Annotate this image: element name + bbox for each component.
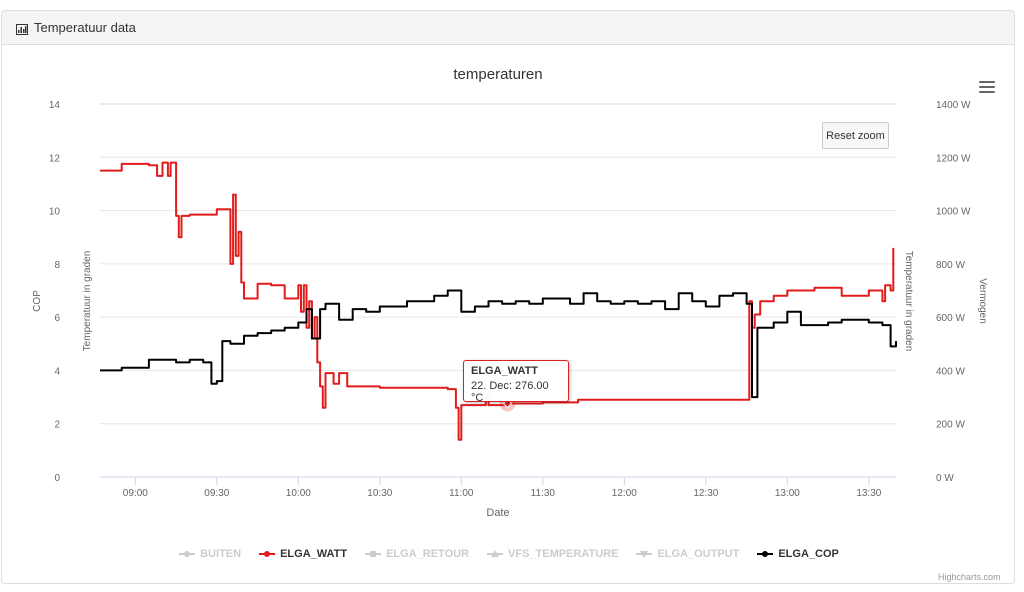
tooltip-value: 22. Dec: 276.00 °C	[471, 380, 549, 404]
y-axis-title-temp-left: Temperatuur in graden	[82, 251, 93, 352]
highcharts-credits[interactable]: Highcharts.com	[938, 572, 1001, 582]
x-tick-label: 11:00	[449, 488, 474, 499]
y-tick-label-left: 14	[49, 100, 61, 111]
x-tick-label: 10:30	[367, 488, 392, 499]
hamburger-menu-icon[interactable]	[979, 81, 995, 95]
panel-heading: Temperatuur data	[2, 11, 1014, 45]
legend-symbol-icon	[487, 549, 504, 559]
bar-chart-icon	[16, 22, 28, 35]
series-line-elga-cop	[100, 289, 897, 399]
x-tick-label: 12:00	[612, 488, 637, 499]
legend-symbol-icon	[259, 549, 276, 559]
y-tick-label-right: 600 W	[936, 313, 965, 324]
y-tick-label-right: 1200 W	[936, 153, 971, 164]
y-tick-label-left: 12	[49, 153, 61, 164]
x-tick-label: 13:30	[856, 488, 881, 499]
legend-symbol-icon	[365, 549, 382, 559]
y-tick-label-right: 1400 W	[936, 100, 971, 111]
y-tick-label-left: 6	[54, 313, 60, 324]
y-tick-label-left: 2	[54, 420, 60, 431]
y-tick-label-left: 0	[54, 473, 60, 484]
y-tick-label-left: 4	[54, 366, 60, 377]
reset-zoom-button[interactable]: Reset zoom	[822, 122, 889, 149]
legend-label: ELGA_OUTPUT	[657, 548, 740, 560]
legend-item-buiten[interactable]: BUITEN	[179, 548, 241, 560]
x-tick-label: 13:00	[775, 488, 800, 499]
y-tick-label-left: 8	[54, 260, 60, 271]
x-axis-label: Date	[486, 507, 509, 519]
legend-item-elga-watt[interactable]: ELGA_WATT	[259, 548, 347, 560]
chart-title: temperaturen	[453, 66, 542, 83]
legend-label: VFS_TEMPERATURE	[508, 548, 619, 560]
chart-tooltip: ELGA_WATT 22. Dec: 276.00 °C	[463, 360, 569, 404]
legend-item-elga-retour[interactable]: ELGA_RETOUR	[365, 548, 469, 560]
y-axis-title-temp-right: Temperatuur in graden	[903, 251, 914, 352]
chart-legend: BUITEN ELGA_WATT ELGA_RETOUR VFS_TEMPERATUR…	[2, 548, 1016, 560]
legend-item-elga-output[interactable]: ELGA_OUTPUT	[636, 548, 739, 560]
x-tick-label: 09:30	[204, 488, 229, 499]
legend-item-vfs-temperature[interactable]: VFS_TEMPERATURE	[487, 548, 618, 560]
x-tick-label: 10:00	[286, 488, 311, 499]
series-line-elga-watt	[100, 161, 895, 441]
legend-symbol-icon	[179, 549, 196, 559]
legend-item-elga-cop[interactable]: ELGA_COP	[757, 548, 839, 560]
legend-label: ELGA_WATT	[280, 548, 348, 560]
x-tick-label: 12:30	[693, 488, 718, 499]
tooltip-series-name: ELGA_WATT	[471, 365, 539, 377]
y-axis-title-vermogen: Vermogen	[977, 278, 988, 324]
legend-label: ELGA_COP	[778, 548, 839, 560]
panel-title: Temperatuur data	[34, 20, 136, 35]
y-tick-label-right: 400 W	[936, 366, 965, 377]
y-tick-label-right: 800 W	[936, 260, 965, 271]
legend-label: ELGA_RETOUR	[386, 548, 470, 560]
legend-symbol-icon	[757, 549, 774, 559]
y-tick-label-right: 1000 W	[936, 207, 971, 218]
y-axis-title-cop: COP	[32, 290, 43, 312]
y-tick-label-right: 0 W	[936, 473, 954, 484]
x-tick-label: 11:30	[531, 488, 556, 499]
legend-symbol-icon	[636, 549, 653, 559]
legend-label: BUITEN	[200, 548, 242, 560]
line-chart[interactable]: temperaturen 0 0 W 2 200 W 4 400 W 6 600 W 8 800 W…	[2, 11, 1016, 585]
x-tick-label: 09:00	[123, 488, 148, 499]
y-tick-label-left: 10	[49, 207, 61, 218]
y-tick-label-right: 200 W	[936, 420, 965, 431]
chart-panel: Temperatuur data temperaturen 0 0 W 2 200 W 4…	[1, 10, 1015, 584]
